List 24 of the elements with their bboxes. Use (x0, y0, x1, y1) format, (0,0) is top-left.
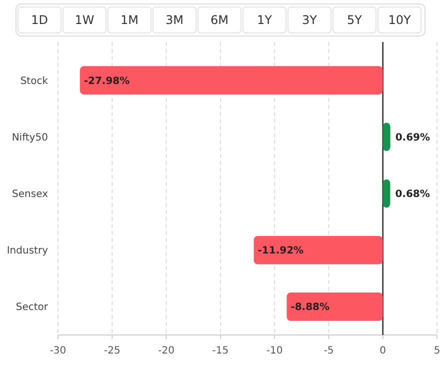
y-tick-label: Sector (16, 302, 49, 314)
data-label: 0.68% (395, 189, 430, 200)
time-range-buttons: 1D 1W 1M 3M 6M 1Y 3Y 5Y 10Y (16, 4, 426, 36)
bar (382, 122, 390, 152)
y-tick-label: Industry (6, 246, 48, 257)
x-tick-label: 5 (434, 346, 440, 356)
data-label: -8.88% (290, 302, 330, 314)
y-tick-label: Nifty50 (12, 132, 48, 144)
y-tick-label: Sensex (12, 189, 48, 200)
y-tick-label: Stock (20, 76, 48, 87)
x-tick-label: 0 (380, 346, 386, 356)
bar (80, 66, 383, 94)
data-label: 0.69% (395, 132, 430, 144)
x-tick-label: -25 (104, 346, 120, 356)
data-label: -27.98% (84, 76, 130, 87)
bar (382, 179, 390, 208)
x-tick-label: -30 (50, 346, 66, 356)
bar (286, 292, 383, 321)
x-tick-label: -20 (158, 346, 174, 356)
bar (254, 236, 383, 264)
data-label: -11.92% (258, 246, 304, 257)
x-tick-label: -15 (212, 346, 229, 356)
x-tick-label: -5 (324, 346, 334, 356)
x-tick-label: -10 (266, 346, 283, 356)
